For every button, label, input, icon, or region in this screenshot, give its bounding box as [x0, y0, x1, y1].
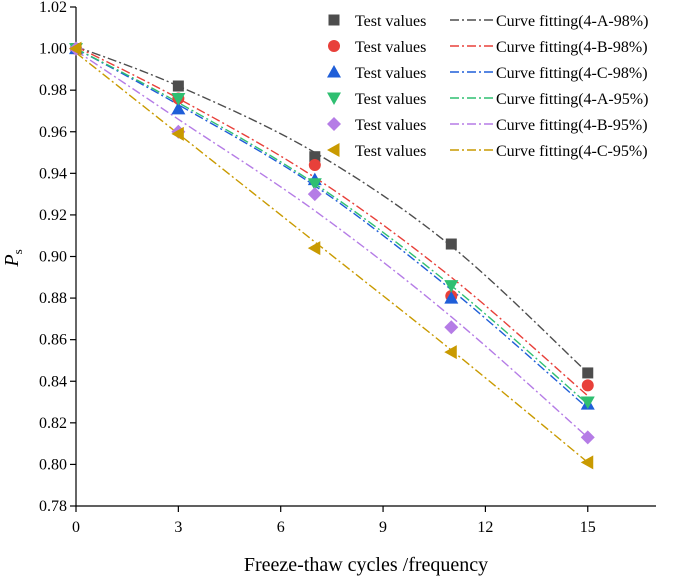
- legend-label-fit-4: Curve fitting(4-A-95%): [496, 91, 648, 108]
- svg-text:Ps: Ps: [1, 249, 25, 267]
- y-tick-label: 1.02: [39, 0, 67, 16]
- legend-marker-6: [327, 143, 340, 157]
- data-point-series-3: [444, 291, 459, 304]
- x-tick-label: 15: [580, 519, 596, 536]
- y-tick-label: 0.96: [39, 124, 67, 141]
- fit-line-series-6: [75, 52, 589, 463]
- y-tick-label: 0.98: [39, 82, 67, 99]
- legend-label-fit-3: Curve fitting(4-C-98%): [496, 65, 648, 82]
- y-tick-label: 0.80: [39, 456, 67, 473]
- x-tick-label: 9: [379, 519, 387, 536]
- fit-line-series-2: [75, 45, 589, 397]
- legend-marker-1: [328, 14, 340, 26]
- y-tick-label: 0.90: [39, 249, 67, 266]
- data-point-series-3: [171, 101, 186, 115]
- data-point-series-6: [580, 455, 594, 470]
- fit-line-series-5: [75, 50, 589, 438]
- legend-marker-2: [328, 40, 340, 52]
- x-tick-label: 3: [174, 519, 182, 536]
- data-point-series-6: [307, 241, 321, 256]
- fit-line-series-4: [75, 47, 589, 405]
- y-tick-label: 0.94: [39, 165, 67, 182]
- y-tick-label: 0.82: [39, 415, 67, 432]
- data-point-series-2: [581, 379, 594, 392]
- y-tick-label: 0.84: [39, 373, 67, 390]
- legend-marker-5: [327, 117, 341, 131]
- legend-label-fit-2: Curve fitting(4-B-98%): [496, 39, 648, 56]
- y-axis-title-main: P: [1, 254, 23, 267]
- y-axis-ticks: 0.78 0.80 0.82 0.84 0.86 0.88 0.90 0.92 0.94 0.96…: [39, 0, 76, 515]
- legend-label-test-5: Test values: [355, 117, 426, 134]
- data-point-series-4: [444, 280, 459, 293]
- x-tick-label: 0: [72, 519, 80, 536]
- data-point-series-6: [444, 345, 457, 360]
- legend-label-test-6: Test values: [355, 143, 426, 160]
- legend-label-fit-1: Curve fitting(4-A-98%): [496, 13, 648, 30]
- legend: Test values Curve fitting(4-A-98%) Test va…: [327, 13, 648, 160]
- data-point-series-1: [309, 151, 321, 163]
- data-point-series-4: [580, 396, 595, 410]
- data-point-series-4: [171, 92, 186, 106]
- fit-lines: [75, 45, 589, 463]
- data-point-series-1: [445, 238, 457, 250]
- fit-line-series-3: [75, 47, 589, 409]
- data-point-series-1: [582, 367, 594, 379]
- plot-area: 0 3 6 9 12 15 0.78 0.80 0.82 0.84 0.86 0.88 0.90 0.9…: [39, 0, 656, 536]
- y-axis-title: Ps: [1, 249, 25, 267]
- y-axis-title-sub: s: [10, 249, 25, 254]
- x-axis-title: Freeze-thaw cycles /frequency: [244, 554, 488, 576]
- y-tick-label: 0.88: [39, 290, 67, 307]
- data-point-series-5: [444, 320, 459, 335]
- data-point-series-5: [580, 430, 595, 445]
- legend-label-test-2: Test values: [355, 39, 426, 56]
- legend-label-test-4: Test values: [355, 91, 426, 108]
- y-tick-label: 0.92: [39, 207, 67, 224]
- x-tick-label: 12: [477, 519, 493, 536]
- x-axis-ticks: 0 3 6 9 12 15: [72, 506, 596, 536]
- y-tick-label: 0.86: [39, 332, 67, 349]
- y-tick-label: 0.78: [39, 498, 67, 515]
- data-markers: [69, 41, 595, 470]
- legend-label-fit-6: Curve fitting(4-C-95%): [496, 143, 648, 160]
- data-point-series-6: [69, 41, 82, 56]
- legend-label-test-3: Test values: [355, 65, 426, 82]
- data-point-series-4: [307, 178, 322, 191]
- legend-label-test-1: Test values: [355, 13, 426, 30]
- y-tick-label: 1.00: [39, 41, 67, 58]
- legend-label-fit-5: Curve fitting(4-B-95%): [496, 117, 648, 134]
- x-tick-label: 6: [277, 519, 285, 536]
- data-point-series-6: [171, 126, 184, 141]
- legend-marker-3: [327, 65, 341, 78]
- data-point-series-1: [172, 80, 184, 92]
- legend-marker-4: [327, 92, 341, 105]
- data-point-series-2: [308, 159, 321, 172]
- data-point-series-5: [307, 187, 322, 202]
